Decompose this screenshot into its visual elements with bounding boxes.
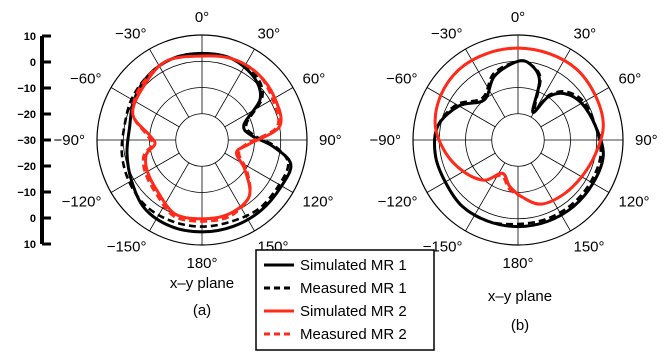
radial-scale-bar: 10 0 −10 −20 −30 −20 −10 0 10 [17, 31, 51, 251]
series-line-measured-mr-2-a [131, 54, 280, 223]
scale-tick-label: 0 [30, 57, 36, 69]
grid-spoke [426, 87, 496, 128]
angle-tick-label: −30° [431, 25, 462, 42]
angle-tick-label: −120° [62, 194, 102, 211]
scale-tick-label: −30 [17, 135, 36, 147]
plane-label-a: x–y plane [170, 275, 234, 292]
grid-spoke [540, 152, 610, 193]
legend-label-measured-mr-1: Measured MR 1 [300, 280, 407, 297]
angle-tick-label: 0° [195, 9, 209, 26]
panel-label-a: (a) [193, 302, 211, 319]
angle-tick-label: −90° [370, 132, 401, 149]
series-line-measured-mr-2-b [433, 46, 605, 206]
panel-labels: x–y plane (a) x–y plane (b) [170, 275, 552, 334]
scale-tick-label: −10 [17, 83, 36, 95]
angle-tick-label: 120° [619, 194, 650, 211]
scale-tick-label: −10 [17, 187, 36, 199]
plane-label-b: x–y plane [488, 288, 552, 305]
angle-tick-label: 90° [319, 132, 342, 149]
outer-ring [412, 34, 624, 246]
panel-label-b: (b) [511, 317, 529, 334]
grid-circle [175, 113, 229, 167]
series-line-simulated-mr-1-b [432, 59, 605, 229]
grid-spoke [149, 48, 190, 118]
angle-tick-label: −90° [54, 132, 85, 149]
angle-tick-label: 60° [619, 71, 642, 88]
polar-chart-a: 0°30°60°90°120°150°180°−150°−120°−90°−60… [54, 9, 342, 272]
grid-spoke [530, 162, 571, 232]
legend-label-simulated-mr-2: Simulated MR 2 [300, 303, 407, 320]
scale-tick-label: 10 [24, 239, 36, 251]
legend: Simulated MR 1 Measured MR 1 Simulated MR … [255, 249, 435, 351]
angle-tick-label: −60° [70, 71, 101, 88]
angle-tick-label: 150° [574, 239, 605, 256]
angle-tick-label: −150° [107, 239, 147, 256]
grid-circle [491, 113, 545, 167]
scale-tick-label: −20 [17, 161, 36, 173]
grid-spoke [110, 152, 180, 193]
angle-tick-label: −30° [115, 25, 146, 42]
angle-tick-label: 90° [635, 132, 658, 149]
outer-ring [96, 34, 308, 246]
series-line-measured-mr-1-b [433, 59, 603, 226]
series-line-measured-mr-1-a [120, 52, 290, 228]
angle-tick-label: 30° [258, 25, 281, 42]
grid-spoke [110, 87, 180, 128]
angle-tick-label: 60° [303, 71, 326, 88]
angle-tick-label: 180° [186, 255, 217, 272]
grid-spoke [540, 87, 610, 128]
angle-tick-label: −60° [386, 71, 417, 88]
grid-spoke [214, 48, 255, 118]
scale-tick-label: 10 [24, 31, 36, 43]
legend-label-measured-mr-2: Measured MR 2 [300, 326, 407, 343]
angle-tick-label: 120° [303, 194, 334, 211]
angle-tick-label: 0° [511, 9, 525, 26]
angle-tick-label: −120° [378, 194, 418, 211]
grid-spoke [426, 152, 496, 193]
legend-label-simulated-mr-1: Simulated MR 1 [300, 257, 407, 274]
scale-tick-label: −20 [17, 109, 36, 121]
angle-tick-label: 180° [502, 255, 533, 272]
scale-tick-label: 0 [30, 213, 36, 225]
polar-chart-b: 0°30°60°90°120°150°180°−150°−120°−90°−60… [370, 9, 658, 272]
angle-tick-label: 30° [574, 25, 597, 42]
